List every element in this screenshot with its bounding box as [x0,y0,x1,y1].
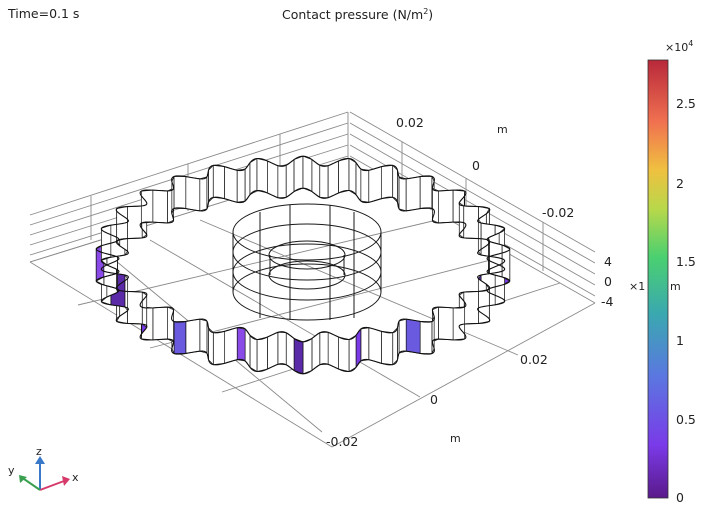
gear-segment [438,189,454,224]
gear-edge [95,155,511,343]
gear-segment [463,291,479,325]
gear-segment [199,176,208,212]
time-label: Time=0.1 s [8,6,80,21]
gear-segment [452,306,466,341]
gear-segment [199,318,208,354]
triad-z-label: z [36,445,42,458]
gear-segment [392,164,398,204]
gear-segment [224,327,238,364]
z-multiplier: ×1 [629,280,645,293]
gear-segment [327,331,339,370]
gear-segment [267,331,279,370]
hub-wireframe [232,203,382,321]
gear-segment [311,158,321,198]
gear-segment [438,306,454,341]
gear-segment [302,337,313,375]
gear-segment [311,332,321,372]
gear-segment [224,166,238,203]
axis-triad: z x y [8,445,79,491]
colorbar-tick-5: 0 [676,490,684,505]
gear-segment [302,155,313,193]
gear-segment [212,164,226,200]
gear-segment [380,330,394,366]
gear-segment [277,164,287,199]
gear-segment [360,168,370,203]
colorbar-tick-2: 1.5 [676,254,696,269]
gear-segment [368,166,382,203]
colorbar: ×104 2.5 2 1.5 1 0.5 0 [647,39,696,505]
colorbar-tick-4: 0.5 [676,412,696,427]
plot-title: Contact pressure (N/m2) [282,7,434,23]
z-tick-1: 0 [604,274,612,289]
gear-segment [419,321,433,354]
gear-segment [127,291,143,325]
gear-segment [212,330,226,366]
gear-segment [267,160,279,199]
gear-segment [293,337,304,375]
x-tick-2: -0.02 [326,434,358,449]
gear-segment [152,189,168,224]
gear-ring [95,155,511,375]
triad-y-label: y [8,464,15,477]
gear-segment [392,326,398,366]
gear-segment [127,205,143,239]
x-unit: m [450,432,461,445]
gear-segment [208,326,214,366]
y-tick-1: 0 [472,158,480,173]
colorbar-tick-3: 1 [676,333,684,348]
gear-segment [185,318,201,354]
z-tick-2: -4 [601,294,614,309]
gear-segment [256,336,268,372]
y-tick-0: 0.02 [396,115,424,130]
y-unit: m [497,123,508,136]
gear-segment [236,327,246,362]
gear-segment [327,160,339,199]
gear-segment [152,306,168,341]
gear-segment [319,164,329,199]
triad-x-label: x [72,471,79,484]
gear-segment [249,157,258,196]
z-unit: m [670,280,681,293]
gear-segment [249,334,258,373]
z-tick-0: 4 [604,254,612,269]
gear-segment [208,164,214,204]
x-tick-1: 0 [430,392,438,407]
gear-segment [140,189,154,224]
gear-segment [398,176,407,212]
gear-segment [173,176,187,209]
gear-segment [173,321,187,354]
gear-segment [368,327,382,364]
gear-segment [236,168,246,203]
gear-segment [398,318,407,354]
colorbar-exponent: ×104 [665,39,693,54]
gear-segment [185,176,201,212]
gear-segment [419,176,433,209]
gear-segment [380,164,394,200]
gear-segment [360,327,370,362]
gear-segment [463,205,479,239]
gear-segment [405,176,421,212]
colorbar-tick-1: 2 [676,176,684,191]
gear-segment [338,336,350,372]
gear-segment [277,331,287,366]
x-tick-0: 0.02 [520,352,548,367]
gear-segment [293,155,304,193]
gear-segment [285,158,295,198]
gear-segment [319,331,329,366]
y-tick-2: -0.02 [542,205,574,220]
gear-segment [338,158,350,194]
gear-segment [348,334,357,373]
colorbar-tick-0: 2.5 [676,96,696,111]
gear-segment [285,332,295,372]
gear-segment [256,158,268,194]
gear-edge [95,187,511,375]
gear-segment [405,318,421,354]
gear-segment [348,157,357,196]
